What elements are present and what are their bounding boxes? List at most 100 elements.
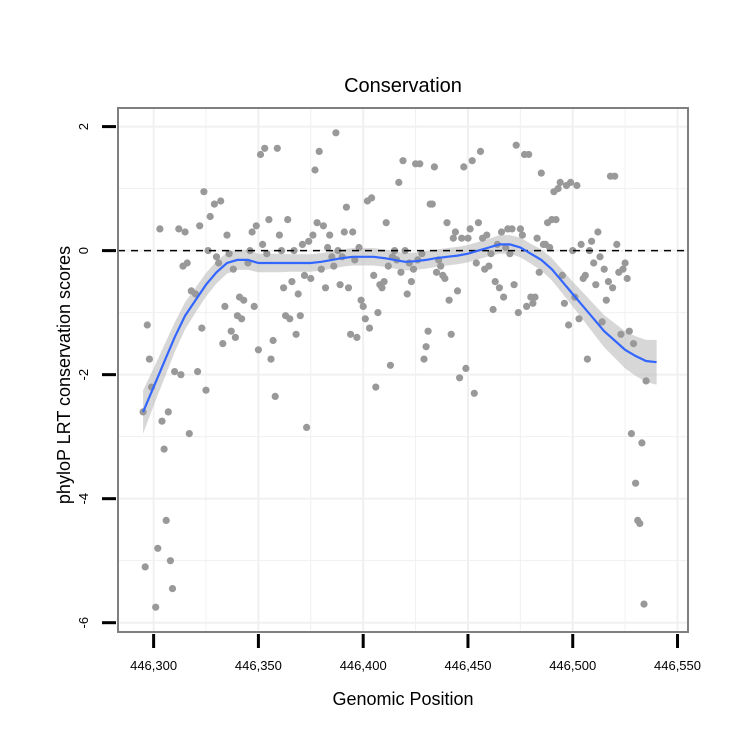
data-point [596, 253, 604, 261]
data-point [380, 278, 388, 286]
data-point [533, 234, 541, 242]
data-point [336, 281, 344, 289]
data-point [298, 240, 306, 248]
data-point [397, 268, 405, 276]
data-point [449, 234, 457, 242]
data-point [495, 284, 503, 292]
data-point [399, 157, 407, 165]
data-point [384, 262, 392, 270]
y-tick-label: 2 [76, 123, 91, 130]
data-point [256, 150, 265, 159]
data-point [296, 312, 304, 320]
data-point [395, 178, 403, 186]
data-point [487, 250, 495, 258]
data-point [386, 361, 394, 369]
data-point [437, 262, 445, 270]
data-point [164, 408, 172, 416]
data-point [372, 383, 380, 391]
data-point [625, 327, 633, 335]
data-point [219, 340, 227, 348]
data-point [583, 355, 592, 363]
data-point [443, 219, 451, 227]
data-point [453, 287, 462, 295]
smooth-curve [142, 243, 657, 413]
data-point [466, 225, 474, 233]
data-point [573, 181, 581, 190]
data-point [309, 231, 317, 239]
data-point [154, 544, 162, 552]
data-point [451, 228, 459, 236]
data-point [546, 243, 554, 252]
data-point [497, 228, 506, 236]
data-point [638, 439, 646, 447]
data-point [577, 240, 585, 248]
data-point [250, 302, 258, 310]
y-tick-label: -6 [76, 617, 91, 629]
data-point [508, 225, 516, 233]
data-point [145, 355, 153, 363]
x-axis: 446,300 446,350 446,400 446,450 446,500 446,5… [130, 634, 701, 673]
y-tick-label: -2 [76, 369, 91, 381]
data-point [485, 262, 493, 270]
data-point [428, 200, 436, 208]
data-point [217, 197, 225, 205]
data-point [506, 250, 514, 258]
data-point [464, 234, 472, 242]
data-point [158, 417, 166, 425]
x-tick-label: 446,500 [549, 658, 596, 673]
data-point [326, 231, 334, 239]
data-point [502, 243, 510, 252]
data-point [265, 216, 273, 224]
data-point [342, 203, 350, 211]
data-point [445, 296, 453, 304]
data-point [215, 259, 223, 267]
data-point [340, 228, 348, 236]
data-point [468, 157, 476, 165]
data-point [271, 392, 279, 400]
data-point [476, 147, 485, 155]
data-point [175, 225, 183, 233]
data-point [288, 278, 296, 286]
data-point [231, 333, 239, 341]
data-point [361, 315, 369, 323]
data-point [409, 265, 418, 273]
data-point [483, 231, 491, 239]
data-point [447, 330, 455, 338]
data-point [407, 278, 415, 286]
data-point [315, 147, 323, 155]
data-point [590, 259, 598, 267]
data-point [292, 330, 300, 338]
data-point [273, 144, 281, 152]
data-point [263, 250, 271, 258]
data-point [300, 271, 309, 279]
data-point [636, 519, 644, 528]
data-point [416, 160, 424, 168]
data-point [332, 129, 340, 137]
data-point [319, 222, 327, 230]
data-point [424, 327, 432, 335]
data-point [432, 268, 441, 276]
data-point [229, 265, 237, 273]
x-tick-label: 446,350 [235, 658, 282, 673]
data-point [171, 368, 179, 376]
data-point [632, 479, 640, 487]
data-point [365, 324, 374, 332]
y-tick-label: -4 [76, 493, 91, 505]
data-point [225, 250, 233, 258]
data-point [581, 271, 589, 279]
data-point [160, 445, 168, 453]
data-point [334, 247, 342, 255]
data-point [248, 228, 256, 236]
data-point [491, 278, 499, 286]
data-point [321, 284, 330, 292]
data-point [602, 296, 610, 304]
data-point [382, 219, 390, 227]
data-point [516, 225, 525, 233]
data-point [594, 228, 602, 236]
data-point [303, 423, 311, 431]
data-point [535, 268, 543, 276]
data-point [537, 169, 545, 177]
data-point [221, 302, 229, 310]
data-point [525, 150, 533, 159]
data-point [152, 603, 160, 611]
